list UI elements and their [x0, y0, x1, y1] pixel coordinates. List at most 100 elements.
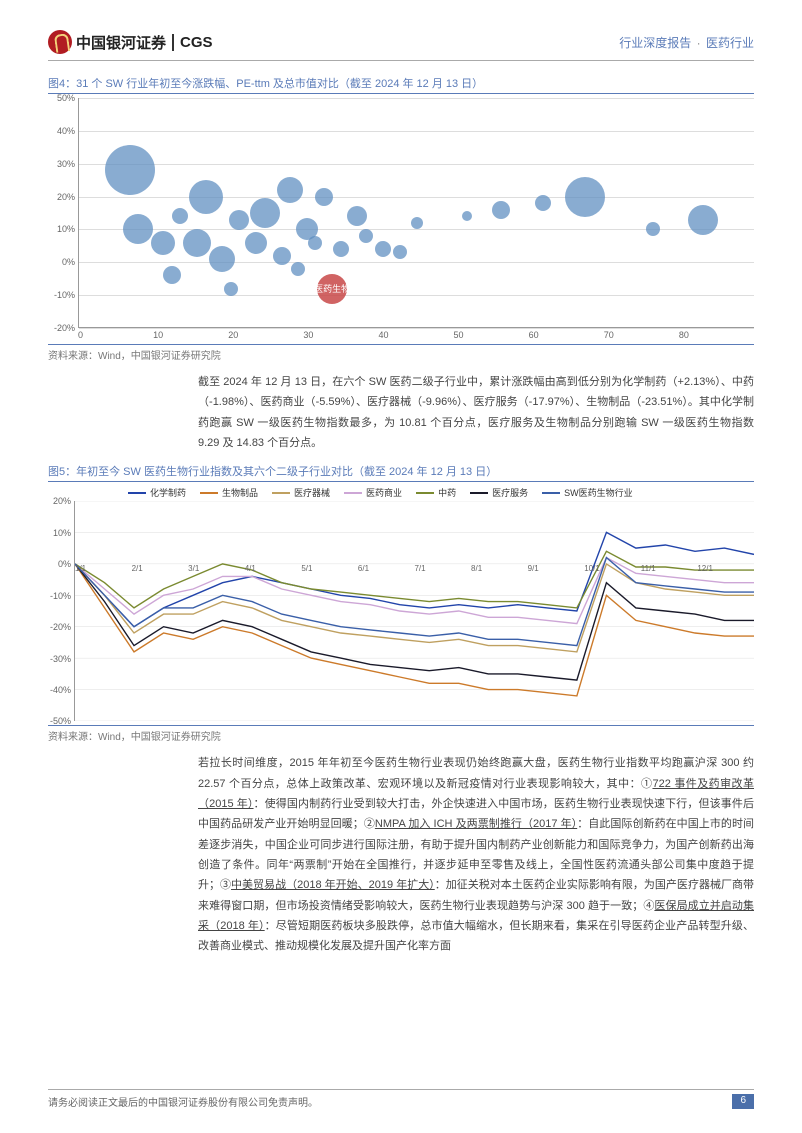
x-axis-label: 2/1 — [132, 564, 189, 573]
bubble-highlight: 医药生物 — [317, 274, 347, 304]
legend-swatch — [542, 492, 560, 494]
bubble — [688, 205, 718, 235]
fig5-legend: 化学制药 生物制品 医疗器械 医药商业 中药 医疗服务 SW医药生物行业 — [128, 486, 754, 499]
bubble — [462, 211, 472, 221]
x-axis-label: 4/1 — [245, 564, 302, 573]
y-axis-label: -20% — [50, 622, 71, 632]
logo-icon — [48, 30, 72, 54]
company-name-en: CGS — [172, 34, 213, 51]
sector-name: 医药行业 — [706, 36, 754, 50]
legend-label: 中药 — [438, 486, 456, 499]
x-axis-label: 10 — [153, 330, 228, 340]
fig4-source: 资料来源：Wind，中国银河证券研究院 — [48, 344, 754, 362]
page-number: 6 — [732, 1094, 754, 1109]
bubble — [273, 247, 291, 265]
bubble — [209, 246, 235, 272]
y-axis-label: 20% — [57, 192, 75, 202]
bubble — [105, 145, 155, 195]
y-axis-label: -30% — [50, 654, 71, 664]
bubble — [224, 282, 238, 296]
bubble — [375, 241, 391, 257]
legend-item: 化学制药 — [128, 486, 186, 499]
y-axis-label: -20% — [54, 323, 75, 333]
legend-label: 医疗服务 — [492, 486, 528, 499]
x-axis-label: 9/1 — [528, 564, 585, 573]
legend-label: 医药商业 — [366, 486, 402, 499]
legend-swatch — [416, 492, 434, 494]
y-axis-label: -50% — [50, 716, 71, 726]
bubble — [163, 266, 181, 284]
x-axis-label: 11/1 — [641, 564, 698, 573]
bubble — [183, 229, 211, 257]
x-axis-label: 10/1 — [584, 564, 641, 573]
x-axis-label: 40 — [378, 330, 453, 340]
legend-label: SW医药生物行业 — [564, 486, 633, 499]
paragraph-1: 截至 2024 年 12 月 13 日，在六个 SW 医药二级子行业中，累计涨跌… — [198, 372, 754, 453]
bubble — [123, 214, 153, 244]
bubble — [359, 229, 373, 243]
x-axis-label: 70 — [604, 330, 679, 340]
legend-label: 生物制品 — [222, 486, 258, 499]
y-axis-label: 0% — [62, 257, 75, 267]
y-axis-label: -40% — [50, 685, 71, 695]
bubble — [277, 177, 303, 203]
y-axis-label: 30% — [57, 159, 75, 169]
fig5-title: 图5：年初至今 SW 医药生物行业指数及其六个二级子行业对比（截至 2024 年… — [48, 463, 754, 482]
y-axis-label: 50% — [57, 93, 75, 103]
legend-label: 医疗器械 — [294, 486, 330, 499]
fig4-bubble-chart: -20%-10%0%10%20%30%40%50%医药生物 0102030405… — [48, 98, 754, 340]
x-axis-label: 80 — [679, 330, 754, 340]
bubble — [333, 241, 349, 257]
bubble — [535, 195, 551, 211]
bubble — [308, 236, 322, 250]
legend-swatch — [128, 492, 146, 494]
bubble — [172, 208, 188, 224]
series-line — [75, 552, 754, 609]
bubble — [291, 262, 305, 276]
paragraph-2: 若拉长时间维度，2015 年年初至今医药生物行业表现仍始终跑赢大盘，医药生物行业… — [198, 753, 754, 956]
bubble — [492, 201, 510, 219]
fig5-source: 资料来源：Wind，中国银河证券研究院 — [48, 725, 754, 743]
legend-swatch — [200, 492, 218, 494]
x-axis-label: 3/1 — [188, 564, 245, 573]
legend-item: 生物制品 — [200, 486, 258, 499]
x-axis-label: 12/1 — [697, 564, 754, 573]
report-type: 行业深度报告 — [619, 36, 691, 50]
x-axis-label: 5/1 — [301, 564, 358, 573]
header-right: 行业深度报告 · 医药行业 — [619, 34, 754, 51]
bubble — [646, 222, 660, 236]
legend-item: SW医药生物行业 — [542, 486, 633, 499]
x-axis-label: 0 — [78, 330, 153, 340]
x-axis-label: 6/1 — [358, 564, 415, 573]
p2-m4: ：尽管短期医药板块多股跌停，总市值大幅缩水，但长期来看，集采在引导医药企业产品转… — [198, 920, 754, 952]
bubble — [189, 180, 223, 214]
y-axis-label: -10% — [50, 591, 71, 601]
fig5-line-chart: -50%-40%-30%-20%-10%0%10%20%1/12/13/14/1… — [48, 501, 754, 721]
legend-swatch — [344, 492, 362, 494]
bubble — [411, 217, 423, 229]
bubble — [245, 232, 267, 254]
x-axis-label: 30 — [303, 330, 378, 340]
separator: · — [697, 36, 701, 50]
legend-item: 中药 — [416, 486, 456, 499]
bubble — [393, 245, 407, 259]
x-axis-label: 20 — [228, 330, 303, 340]
bubble — [229, 210, 249, 230]
company-name-cn: 中国银河证券 — [76, 32, 166, 53]
y-axis-label: 20% — [53, 496, 71, 506]
legend-item: 医疗器械 — [272, 486, 330, 499]
bubble — [565, 177, 605, 217]
x-axis-label: 8/1 — [471, 564, 528, 573]
series-line — [75, 564, 754, 680]
page-header: 中国银河证券 CGS 行业深度报告 · 医药行业 — [48, 30, 754, 61]
x-axis-label: 50 — [454, 330, 529, 340]
bubble — [347, 206, 367, 226]
bubble — [151, 231, 175, 255]
bubble — [315, 188, 333, 206]
p2-u2: NMPA 加入 ICH 及两票制推行（2017 年） — [375, 818, 577, 830]
y-axis-label: 40% — [57, 126, 75, 136]
page-footer: 请务必阅读正文最后的中国银河证券股份有限公司免责声明。 6 — [48, 1089, 754, 1109]
y-axis-label: 10% — [53, 528, 71, 538]
legend-swatch — [470, 492, 488, 494]
logo-block: 中国银河证券 CGS — [48, 30, 213, 54]
